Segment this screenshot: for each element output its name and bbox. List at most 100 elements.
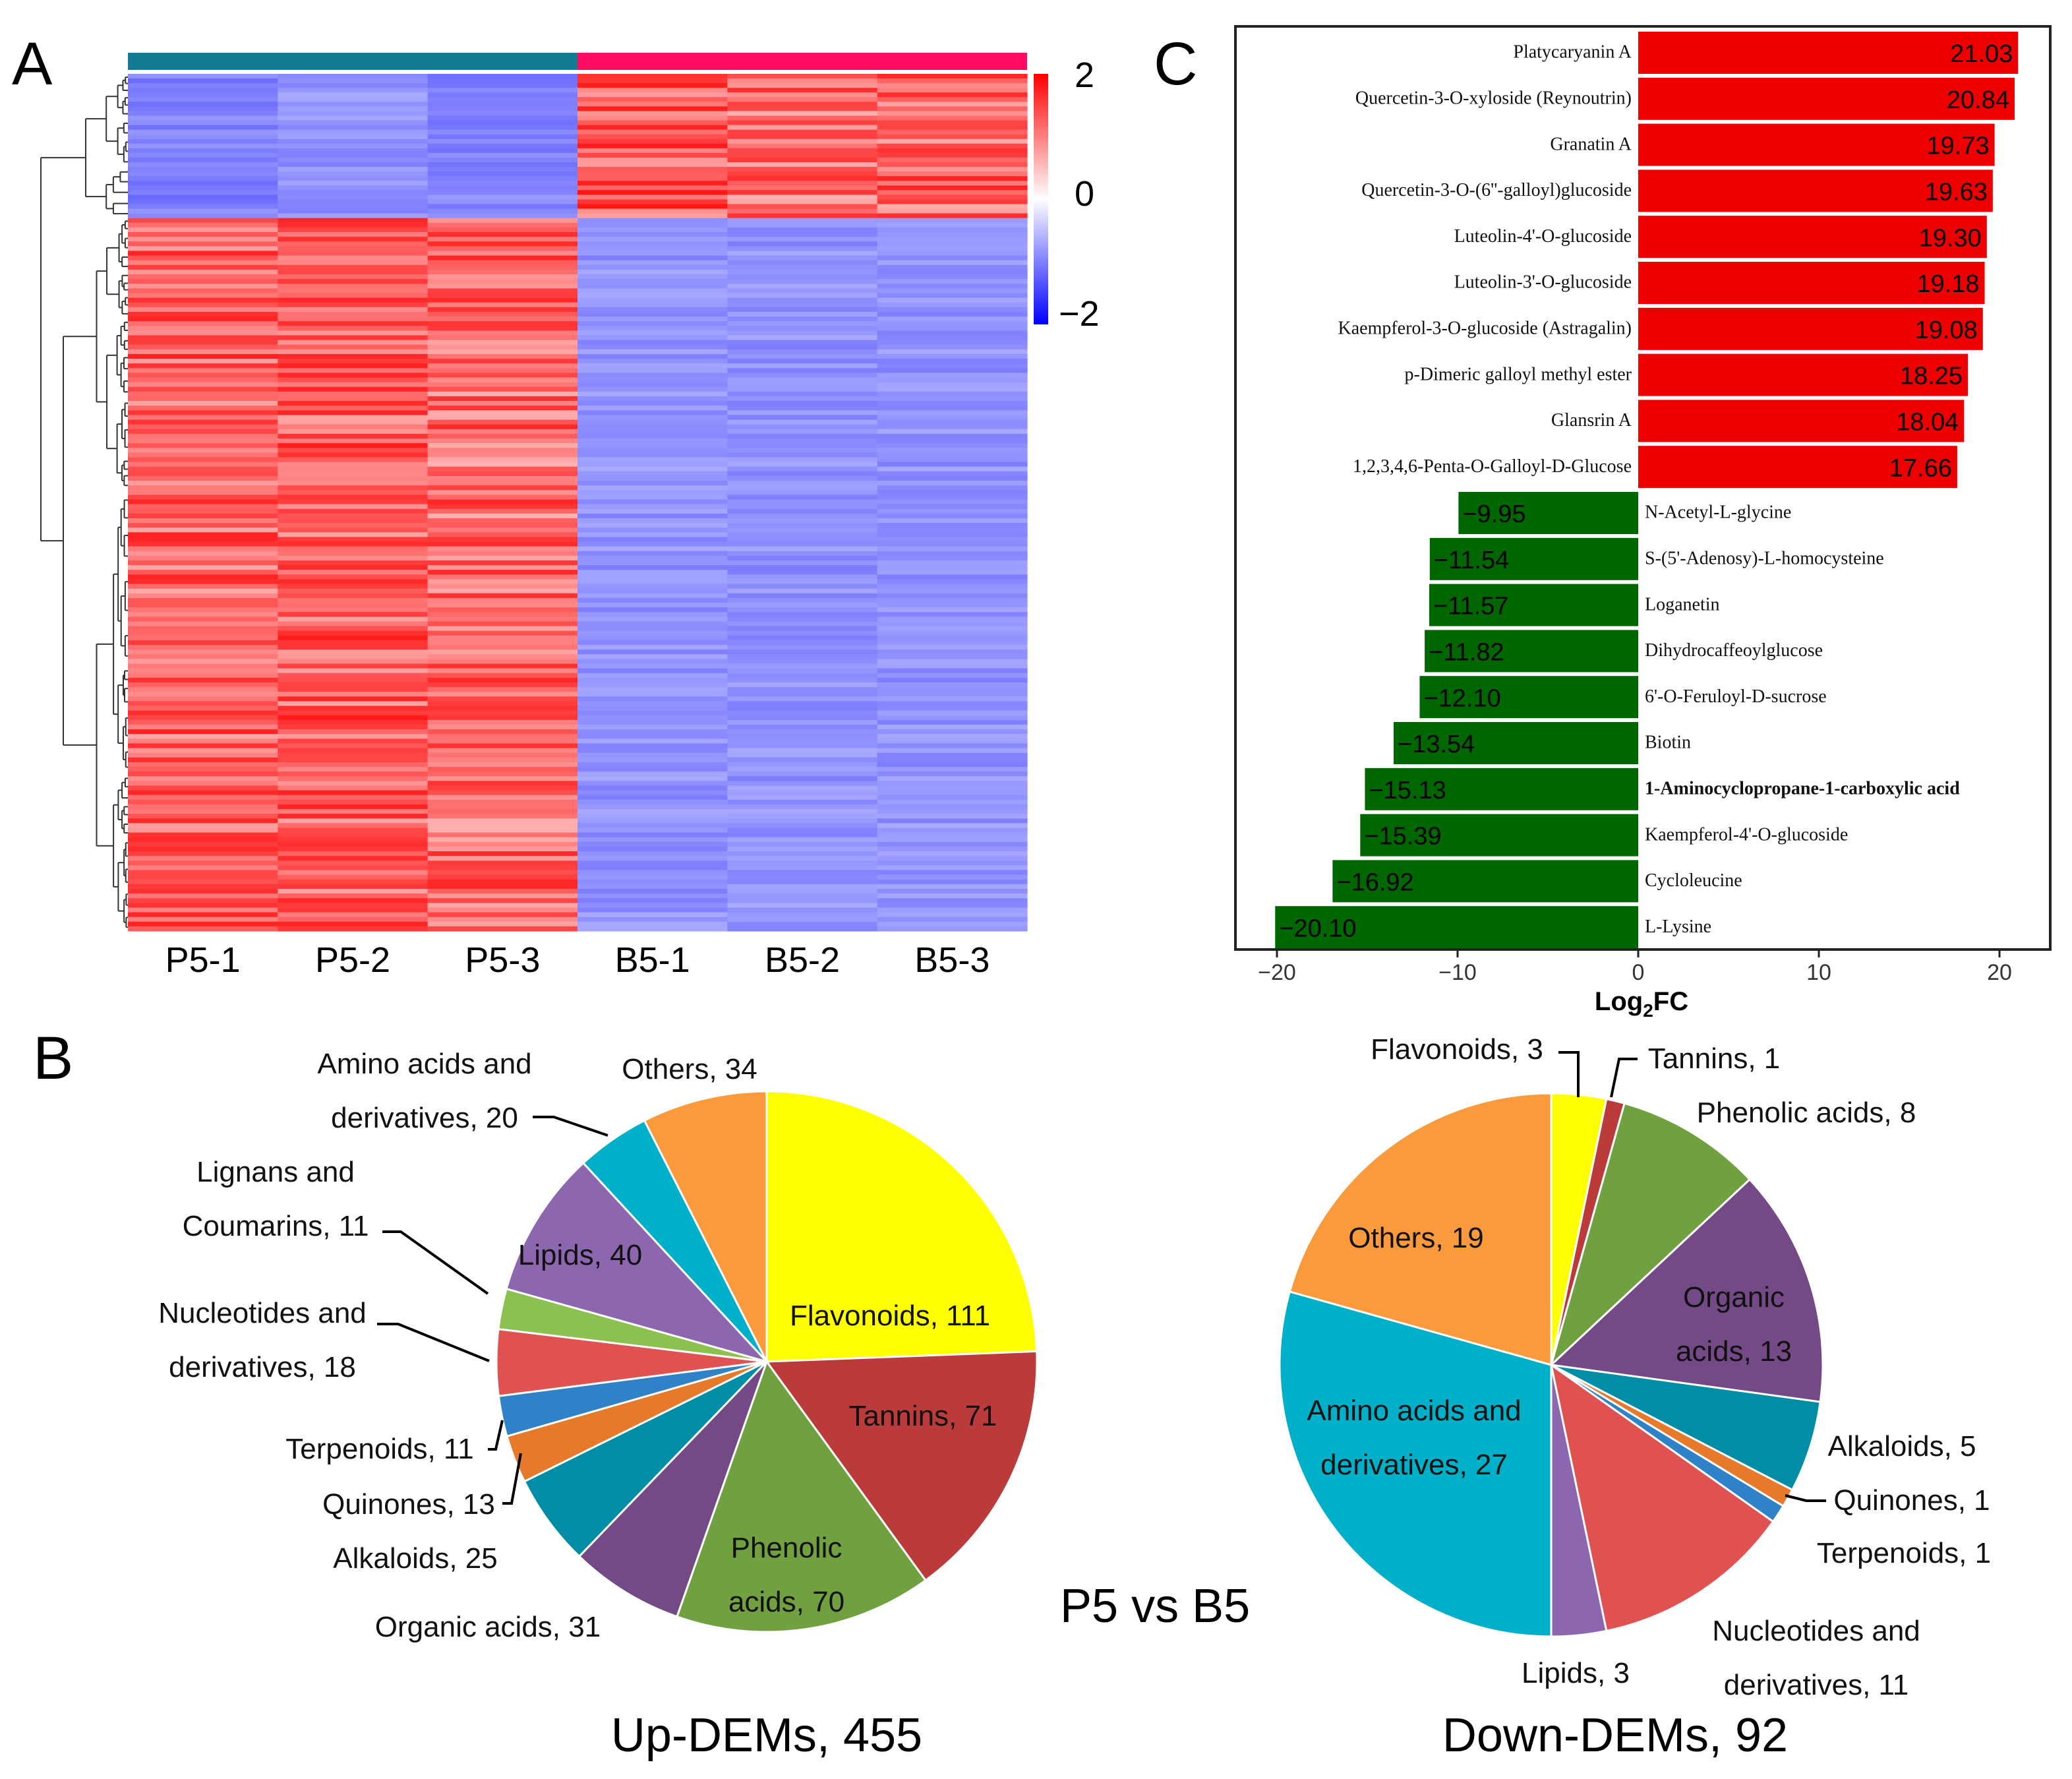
heatmap-cell: [577, 377, 728, 383]
heatmap-cell: [877, 860, 1028, 866]
heatmap-cell: [877, 837, 1028, 843]
heatmap-cell: [727, 288, 878, 294]
heatmap-cell: [278, 406, 429, 411]
heatmap-cell: [577, 617, 728, 622]
heatmap-cell: [577, 799, 728, 805]
heatmap-cell: [128, 528, 278, 533]
heatmap-cell: [877, 213, 1028, 219]
heatmap-cell: [427, 78, 578, 84]
heatmap-cell: [278, 481, 429, 486]
heatmap-cell: [877, 762, 1028, 768]
heatmap-cell: [128, 799, 278, 805]
heatmap-cell: [727, 743, 878, 749]
heatmap-cell: [577, 457, 728, 463]
heatmap-cell: [727, 199, 878, 205]
heatmap-cell: [427, 799, 578, 805]
heatmap-cell: [278, 284, 429, 289]
heatmap-cell: [278, 921, 429, 927]
heatmap-cell: [427, 102, 578, 107]
heatmap-cell: [427, 630, 578, 636]
heatmap-cell: [128, 612, 278, 617]
heatmap-cell: [727, 551, 878, 557]
heatmap-cell: [577, 668, 728, 674]
heatmap-cell: [128, 645, 278, 650]
heatmap-cell: [727, 162, 878, 167]
heatmap-cell: [727, 790, 878, 796]
heatmap-cell: [427, 701, 578, 707]
heatmap-column-p5-3-cluster-2: [427, 218, 578, 932]
heatmap-cell: [577, 481, 728, 486]
heatmap-cell: [577, 246, 728, 252]
heatmap-cell: [427, 495, 578, 500]
heatmap-cell: [727, 260, 878, 266]
heatmap-cell: [877, 630, 1028, 636]
heatmap-cell: [877, 743, 1028, 749]
heatmap-cell: [278, 584, 429, 589]
heatmap-cell: [877, 799, 1028, 805]
heatmap-cell: [278, 227, 429, 233]
heatmap-cell: [128, 828, 278, 833]
heatmap-cell: [278, 204, 429, 210]
heatmap-cell: [278, 269, 429, 275]
heatmap-cell: [427, 752, 578, 758]
heatmap-cell: [877, 504, 1028, 510]
heatmap-cell: [128, 607, 278, 613]
heatmap-cell: [427, 528, 578, 533]
heatmap-cell: [877, 856, 1028, 861]
heatmap-cell: [727, 88, 878, 93]
heatmap-cell: [278, 293, 429, 299]
heatmap-cell: [128, 279, 278, 284]
colorbar-tick-mid: 0: [1075, 174, 1094, 214]
heatmap-cell: [877, 102, 1028, 107]
heatmap-cell: [128, 513, 278, 519]
heatmap-cell: [727, 814, 878, 819]
heatmap-cell: [427, 92, 578, 98]
heatmap-cell: [278, 588, 429, 594]
heatmap-cell: [278, 528, 429, 533]
bar-category-label: N-Acetyl-L-glycine: [1645, 502, 1791, 523]
heatmap-cell: [278, 448, 429, 453]
heatmap-cell: [278, 111, 429, 117]
heatmap-cell: [577, 269, 728, 275]
heatmap-cell: [128, 504, 278, 510]
heatmap-cell: [727, 508, 878, 514]
bar-loganetin: [1429, 584, 1638, 626]
heatmap-cell: [877, 649, 1028, 655]
heatmap-cell: [877, 443, 1028, 448]
heatmap-cell: [577, 185, 728, 191]
pie-down-label-nucleotides-and-derivatives: Nucleotides and: [1712, 1615, 1920, 1647]
heatmap-cell: [427, 396, 578, 402]
heatmap-cell: [877, 279, 1028, 284]
x-tick-label: 20: [1987, 960, 2012, 985]
heatmap-cell: [128, 574, 278, 580]
heatmap-cell: [427, 603, 578, 608]
heatmap-cell: [128, 926, 278, 932]
heatmap-cell: [877, 687, 1028, 692]
heatmap-cell: [577, 218, 728, 224]
heatmap-cell: [427, 167, 578, 172]
heatmap-cell: [727, 917, 878, 922]
heatmap-cell: [727, 640, 878, 646]
heatmap-cell: [577, 120, 728, 126]
heatmap-cell: [427, 804, 578, 810]
heatmap-cell: [278, 499, 429, 505]
heatmap-cell: [877, 635, 1028, 641]
heatmap-cell: [128, 419, 278, 425]
heatmap-cell: [427, 326, 578, 331]
heatmap-cell: [877, 832, 1028, 838]
heatmap-cell: [128, 832, 278, 838]
heatmap-cell: [278, 865, 429, 871]
heatmap-cell: [727, 115, 878, 121]
heatmap-cell: [128, 120, 278, 126]
column-label-b5-2: B5-2: [765, 940, 840, 980]
heatmap-cell: [877, 551, 1028, 557]
heatmap-cell: [577, 111, 728, 117]
heatmap-cell: [128, 508, 278, 514]
heatmap-cell: [278, 152, 429, 158]
heatmap-cell: [577, 317, 728, 322]
heatmap-cell: [427, 88, 578, 93]
heatmap-cell: [877, 870, 1028, 876]
heatmap-cell: [427, 138, 578, 144]
heatmap-cell: [278, 734, 429, 739]
heatmap-cell: [877, 227, 1028, 233]
